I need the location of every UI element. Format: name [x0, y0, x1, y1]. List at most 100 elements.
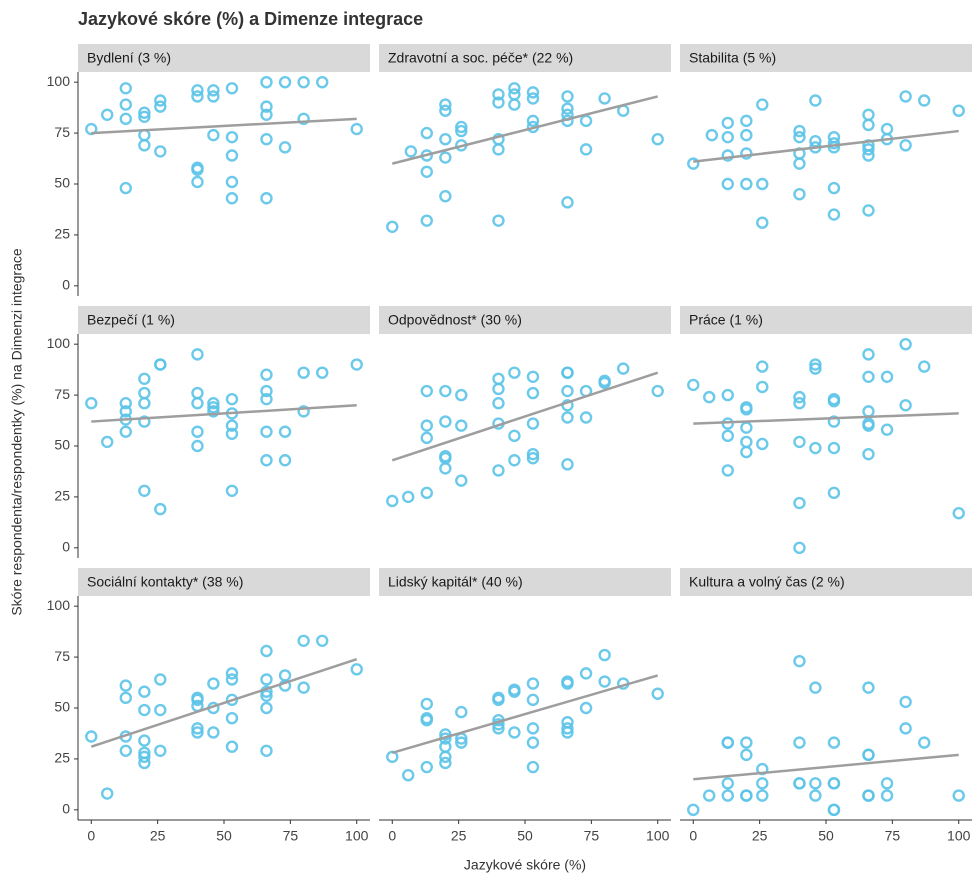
point — [793, 736, 806, 749]
point — [316, 366, 329, 379]
x-tick-label: 50 — [818, 828, 834, 844]
point — [455, 474, 468, 487]
point — [207, 128, 220, 142]
point — [526, 86, 540, 99]
point — [508, 98, 521, 111]
point — [793, 541, 806, 555]
y-tick-label: 100 — [47, 335, 71, 351]
point — [721, 149, 734, 162]
point — [492, 143, 505, 156]
point — [793, 496, 806, 510]
point — [740, 445, 753, 459]
point — [191, 348, 204, 361]
y-tick-label: 75 — [54, 648, 70, 664]
point — [260, 644, 273, 658]
point — [138, 415, 151, 428]
point — [862, 143, 875, 156]
point — [687, 157, 700, 170]
point — [899, 399, 912, 412]
point — [508, 726, 521, 739]
point — [809, 777, 822, 790]
point — [154, 358, 167, 371]
point — [225, 419, 239, 432]
point — [740, 736, 753, 749]
point — [119, 744, 132, 757]
point — [827, 415, 841, 428]
point — [138, 734, 151, 747]
point — [260, 192, 273, 205]
point — [827, 208, 841, 221]
point — [386, 494, 399, 508]
point — [899, 695, 912, 709]
point — [260, 368, 273, 381]
point — [579, 701, 593, 715]
point — [809, 358, 822, 371]
point — [350, 358, 363, 371]
facet-title: Práce (1 %) — [689, 312, 763, 328]
point — [492, 372, 505, 385]
point — [260, 701, 273, 715]
point — [721, 116, 734, 130]
point — [278, 425, 292, 438]
point — [225, 82, 239, 95]
point — [439, 132, 452, 146]
point — [756, 437, 769, 451]
point — [439, 756, 452, 770]
point — [191, 163, 204, 176]
point — [508, 82, 521, 95]
point — [561, 722, 574, 735]
point — [191, 84, 204, 97]
x-tick-label: 100 — [345, 828, 369, 844]
point — [508, 366, 521, 379]
point — [862, 405, 875, 418]
point — [207, 397, 220, 410]
point — [862, 789, 875, 802]
point — [880, 370, 894, 383]
point — [154, 94, 167, 107]
facet-strip — [680, 44, 972, 72]
point — [225, 130, 239, 144]
point — [918, 360, 931, 373]
point — [793, 187, 806, 201]
point — [297, 112, 310, 126]
point — [561, 102, 574, 115]
point — [191, 175, 204, 189]
x-tick-label: 25 — [752, 828, 768, 844]
point — [207, 677, 220, 690]
point — [809, 362, 822, 375]
point — [492, 722, 505, 735]
trend-line — [391, 674, 659, 755]
point — [809, 135, 822, 148]
point — [526, 452, 540, 465]
point — [260, 673, 273, 686]
point — [526, 114, 540, 128]
point — [260, 132, 273, 146]
point — [862, 681, 875, 694]
point — [793, 390, 806, 404]
point — [740, 748, 753, 762]
facet-strip — [78, 306, 370, 334]
point — [260, 425, 273, 438]
point — [526, 92, 540, 105]
facet-strip — [379, 568, 671, 596]
point — [439, 750, 452, 764]
point — [721, 777, 734, 790]
x-tick-label: 50 — [517, 828, 533, 844]
chart-title: Jazykové skóre (%) a Dimenze integrace — [78, 9, 423, 29]
point — [119, 112, 132, 126]
point — [827, 137, 841, 150]
point — [809, 789, 822, 802]
facet-strip — [78, 44, 370, 72]
point — [918, 94, 931, 107]
facet-strip — [680, 306, 972, 334]
point — [827, 441, 841, 455]
point — [119, 181, 132, 195]
point — [138, 750, 151, 764]
trend-line — [391, 371, 659, 462]
point — [561, 90, 574, 103]
point — [721, 429, 734, 443]
point — [420, 486, 433, 500]
point — [862, 370, 875, 383]
point — [756, 216, 769, 229]
x-tick-label: 0 — [388, 828, 396, 844]
